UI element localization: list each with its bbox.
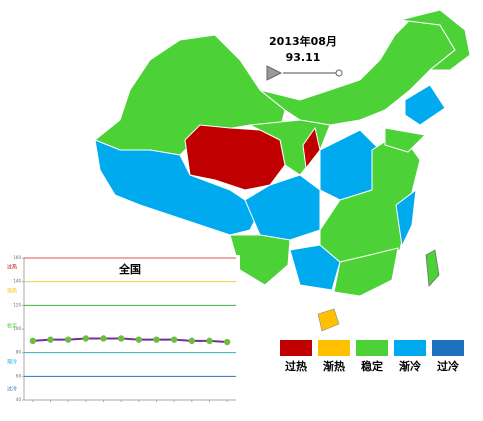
legend-swatch: [356, 340, 388, 356]
legend-swatch: [432, 340, 464, 356]
slider-handle[interactable]: [335, 69, 343, 77]
point: [223, 338, 231, 346]
legend-label: 过冷: [437, 359, 459, 373]
point: [100, 335, 107, 342]
index-value: 93.11: [286, 51, 321, 64]
y-tick-label: 100: [13, 326, 21, 331]
legend-label: 渐热: [323, 359, 345, 373]
legend-label: 过热: [285, 359, 307, 373]
zone-label: 渐冷: [7, 359, 17, 366]
legend-swatch: [318, 340, 350, 356]
region: [404, 84, 446, 126]
legend-swatch: [280, 340, 312, 356]
point: [47, 336, 54, 343]
point: [29, 337, 37, 345]
legend-label: 渐冷: [399, 359, 421, 373]
zone-label: 过冷: [7, 386, 17, 393]
region: [317, 308, 340, 332]
point: [135, 336, 143, 343]
region: [395, 188, 417, 248]
y-tick-label: 40: [16, 397, 22, 402]
chart-panel: [4, 255, 240, 405]
zone-label: 渐热: [7, 288, 17, 295]
y-tick-label: 80: [16, 350, 22, 355]
y-tick-label: 160: [13, 255, 21, 260]
point: [153, 336, 160, 343]
point: [170, 336, 178, 343]
point: [82, 335, 90, 342]
point: [206, 337, 213, 345]
zone-label: 稳定: [7, 323, 17, 330]
play-button[interactable]: [266, 65, 283, 81]
region: [333, 247, 399, 297]
legend-label: 稳定: [361, 359, 383, 373]
y-tick-label: 120: [13, 302, 21, 307]
point: [64, 336, 72, 343]
region: [184, 124, 286, 191]
y-tick-label: 140: [13, 279, 21, 284]
legend: 过热 渐热 稳定 渐冷 过冷: [280, 340, 464, 373]
chart-title: 全国: [118, 262, 141, 276]
region: [289, 244, 341, 291]
date: 2013年08月: [269, 34, 337, 48]
region: [319, 129, 381, 201]
region: [425, 249, 440, 287]
zone-label: 过热: [7, 264, 17, 271]
legend-swatch: [394, 340, 426, 356]
region: [384, 127, 427, 153]
point: [188, 337, 196, 345]
time-slider: 2013年08月 93.11: [266, 34, 343, 81]
point: [117, 335, 125, 342]
map: [94, 9, 471, 332]
region: [399, 9, 471, 71]
y-tick-label: 60: [16, 373, 22, 378]
